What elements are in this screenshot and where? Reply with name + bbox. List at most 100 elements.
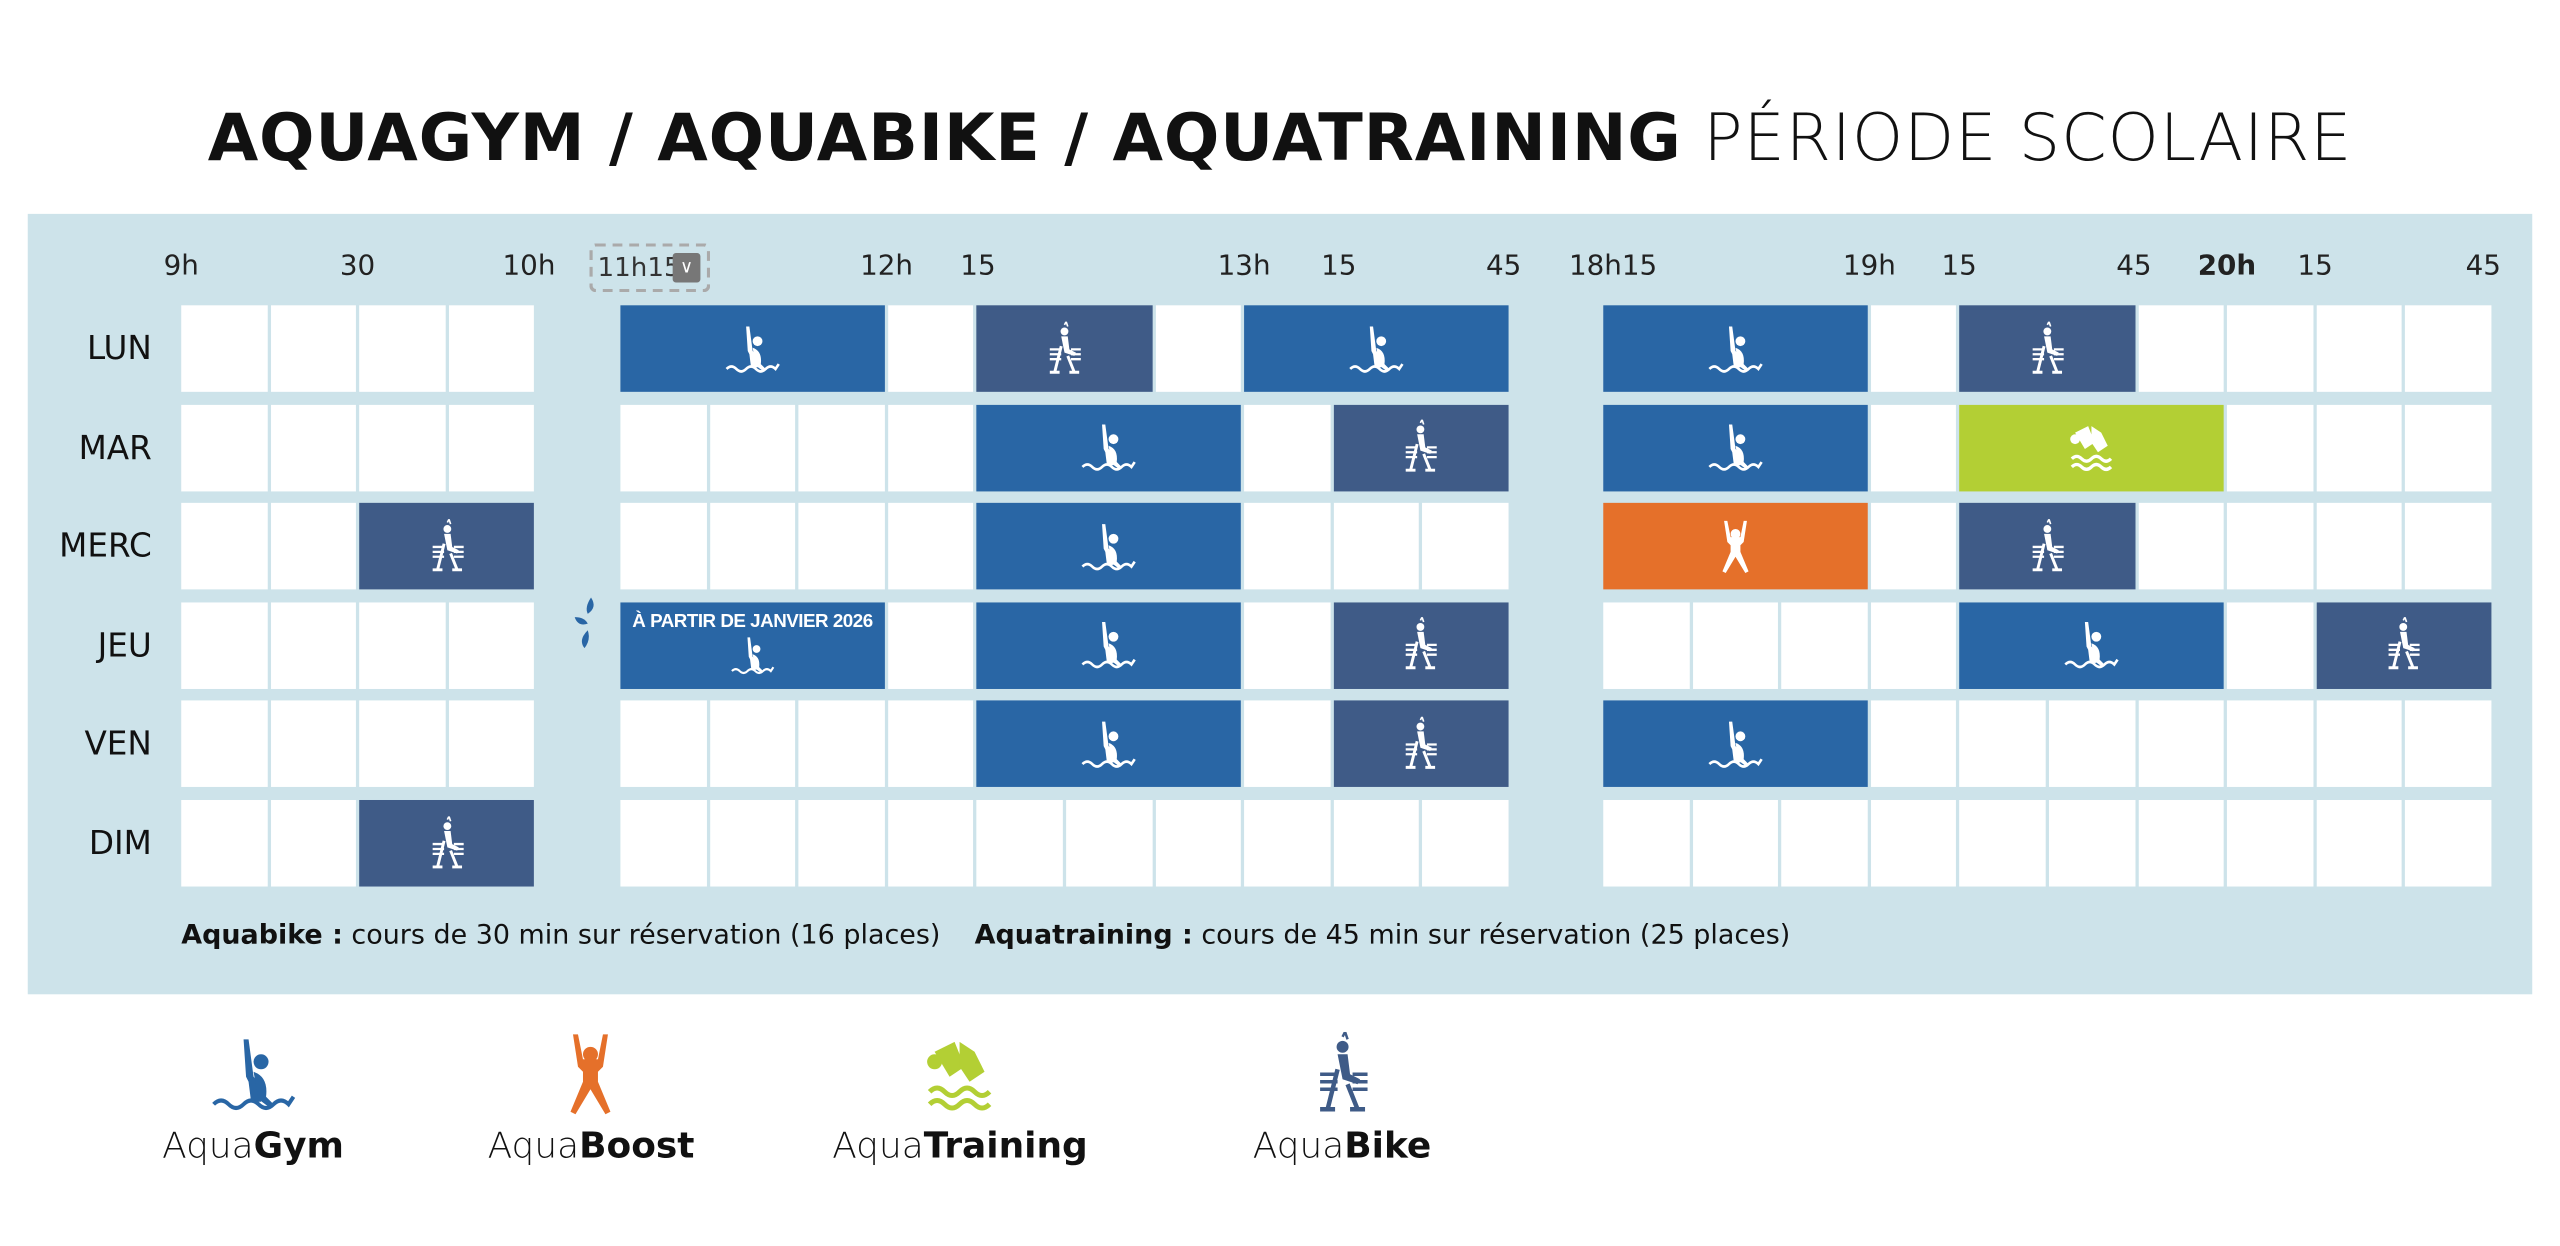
empty-slot (448, 602, 535, 689)
day-label: DIM (88, 822, 152, 863)
class-block-aquabike[interactable] (1959, 503, 2135, 590)
empty-slot (1603, 799, 1690, 887)
empty-slot (887, 602, 974, 689)
empty-slot (2048, 701, 2135, 788)
class-block-aquagym[interactable] (1959, 602, 2224, 689)
chevron-down-icon[interactable]: ∨ (672, 253, 701, 283)
empty-slot (270, 404, 357, 491)
swimmer-icon (1341, 321, 1413, 377)
class-block-aquagym[interactable] (1603, 701, 1868, 788)
empty-slot (1959, 799, 2046, 887)
class-block-aquabike[interactable] (359, 799, 535, 887)
class-block-aquabike[interactable] (2316, 602, 2492, 689)
class-block-aquagym[interactable] (1244, 305, 1509, 392)
empty-slot (1870, 404, 1957, 491)
time-header: 9h (163, 249, 199, 283)
legend-item-aquagym: AquaGym (162, 1032, 344, 1168)
bike-icon (411, 816, 483, 872)
class-block-aquagym[interactable] (620, 305, 885, 392)
legend-prefix: Aqua (1252, 1126, 1345, 1168)
bike-icon (1385, 420, 1457, 476)
empty-slot (709, 404, 796, 491)
legend-name: Training (923, 1126, 1088, 1168)
empty-slot (709, 799, 796, 887)
empty-slot (1603, 602, 1690, 689)
class-block-aquabike[interactable] (1333, 404, 1509, 491)
class-block-aquagym[interactable] (1603, 404, 1868, 491)
legend-item-aquabike: AquaBike (1252, 1032, 1432, 1168)
empty-slot (270, 503, 357, 590)
jumping-person-icon (1699, 519, 1771, 575)
empty-slot (1155, 305, 1242, 392)
swimmer-icon (1073, 717, 1145, 773)
title-bold: AQUAGYM / AQUABIKE / AQUATRAINING (207, 101, 1682, 177)
empty-slot (798, 503, 885, 590)
empty-slot (620, 701, 707, 788)
empty-slot (359, 404, 446, 491)
empty-slot (1781, 602, 1868, 689)
empty-slot (359, 305, 446, 392)
empty-slot (798, 799, 885, 887)
legend-label: AquaBoost (488, 1127, 695, 1168)
empty-slot (1870, 701, 1957, 788)
bike-icon (1385, 717, 1457, 773)
empty-slot (2405, 404, 2492, 491)
empty-slot (1870, 799, 1957, 887)
time-header: 15 (2297, 249, 2333, 283)
class-block-aquabike[interactable] (359, 503, 535, 590)
legend-prefix: Aqua (487, 1126, 580, 1168)
swimmer-icon (196, 1032, 310, 1117)
empty-slot (1333, 503, 1420, 590)
empty-slot (1870, 602, 1957, 689)
training-icon (2056, 420, 2128, 476)
day-label: VEN (84, 723, 152, 764)
bike-icon (411, 519, 483, 575)
class-block-aquagym[interactable] (1603, 305, 1868, 392)
day-label: JEU (97, 624, 152, 665)
legend-name: Boost (579, 1126, 695, 1168)
empty-slot (887, 305, 974, 392)
empty-slot (448, 305, 535, 392)
class-block-aquagym[interactable] (976, 602, 1242, 689)
aquatraining-note-text: cours de 45 min sur réservation (25 plac… (1201, 919, 1791, 951)
legend-item-aquaboost: AquaBoost (488, 1032, 695, 1168)
time-select[interactable]: 11h15 ∨ (589, 243, 711, 293)
legend-label: AquaGym (162, 1127, 344, 1168)
empty-slot (2138, 305, 2224, 392)
empty-slot (709, 503, 796, 590)
legend-name: Bike (1344, 1126, 1432, 1168)
time-header: 45 (2116, 249, 2152, 283)
empty-slot (359, 602, 446, 689)
empty-slot (2405, 799, 2492, 887)
empty-slot (2316, 305, 2403, 392)
class-block-aquabike[interactable] (976, 305, 1152, 392)
empty-slot (2316, 503, 2403, 590)
class-block-aquagym[interactable] (976, 503, 1242, 590)
swimmer-icon (723, 634, 782, 678)
time-select-value: 11h15 (597, 251, 681, 283)
class-block-aquabike[interactable] (1333, 701, 1509, 788)
empty-slot (1066, 799, 1152, 887)
empty-slot (2316, 404, 2403, 491)
class-block-aquaboost[interactable] (1603, 503, 1868, 590)
empty-slot (1244, 503, 1331, 590)
jumping-person-icon (534, 1032, 648, 1117)
empty-slot (1244, 701, 1331, 788)
empty-slot (1244, 602, 1331, 689)
empty-slot (2316, 799, 2403, 887)
class-block-aquagym[interactable]: À PARTIR DE JANVIER 2026 (620, 602, 885, 689)
class-block-aquatraining[interactable] (1959, 404, 2224, 491)
empty-slot (2316, 701, 2403, 788)
class-block-aquabike[interactable] (1333, 602, 1509, 689)
empty-slot (270, 305, 357, 392)
empty-slot (887, 503, 974, 590)
class-block-aquagym[interactable] (976, 404, 1242, 491)
swimmer-icon (1073, 519, 1145, 575)
class-block-aquagym[interactable] (976, 701, 1242, 788)
empty-slot (798, 701, 885, 788)
class-block-aquabike[interactable] (1959, 305, 2135, 392)
bike-icon (2011, 321, 2083, 377)
legend-item-aquatraining: AquaTraining (832, 1032, 1088, 1168)
legend-label: AquaTraining (832, 1127, 1088, 1168)
